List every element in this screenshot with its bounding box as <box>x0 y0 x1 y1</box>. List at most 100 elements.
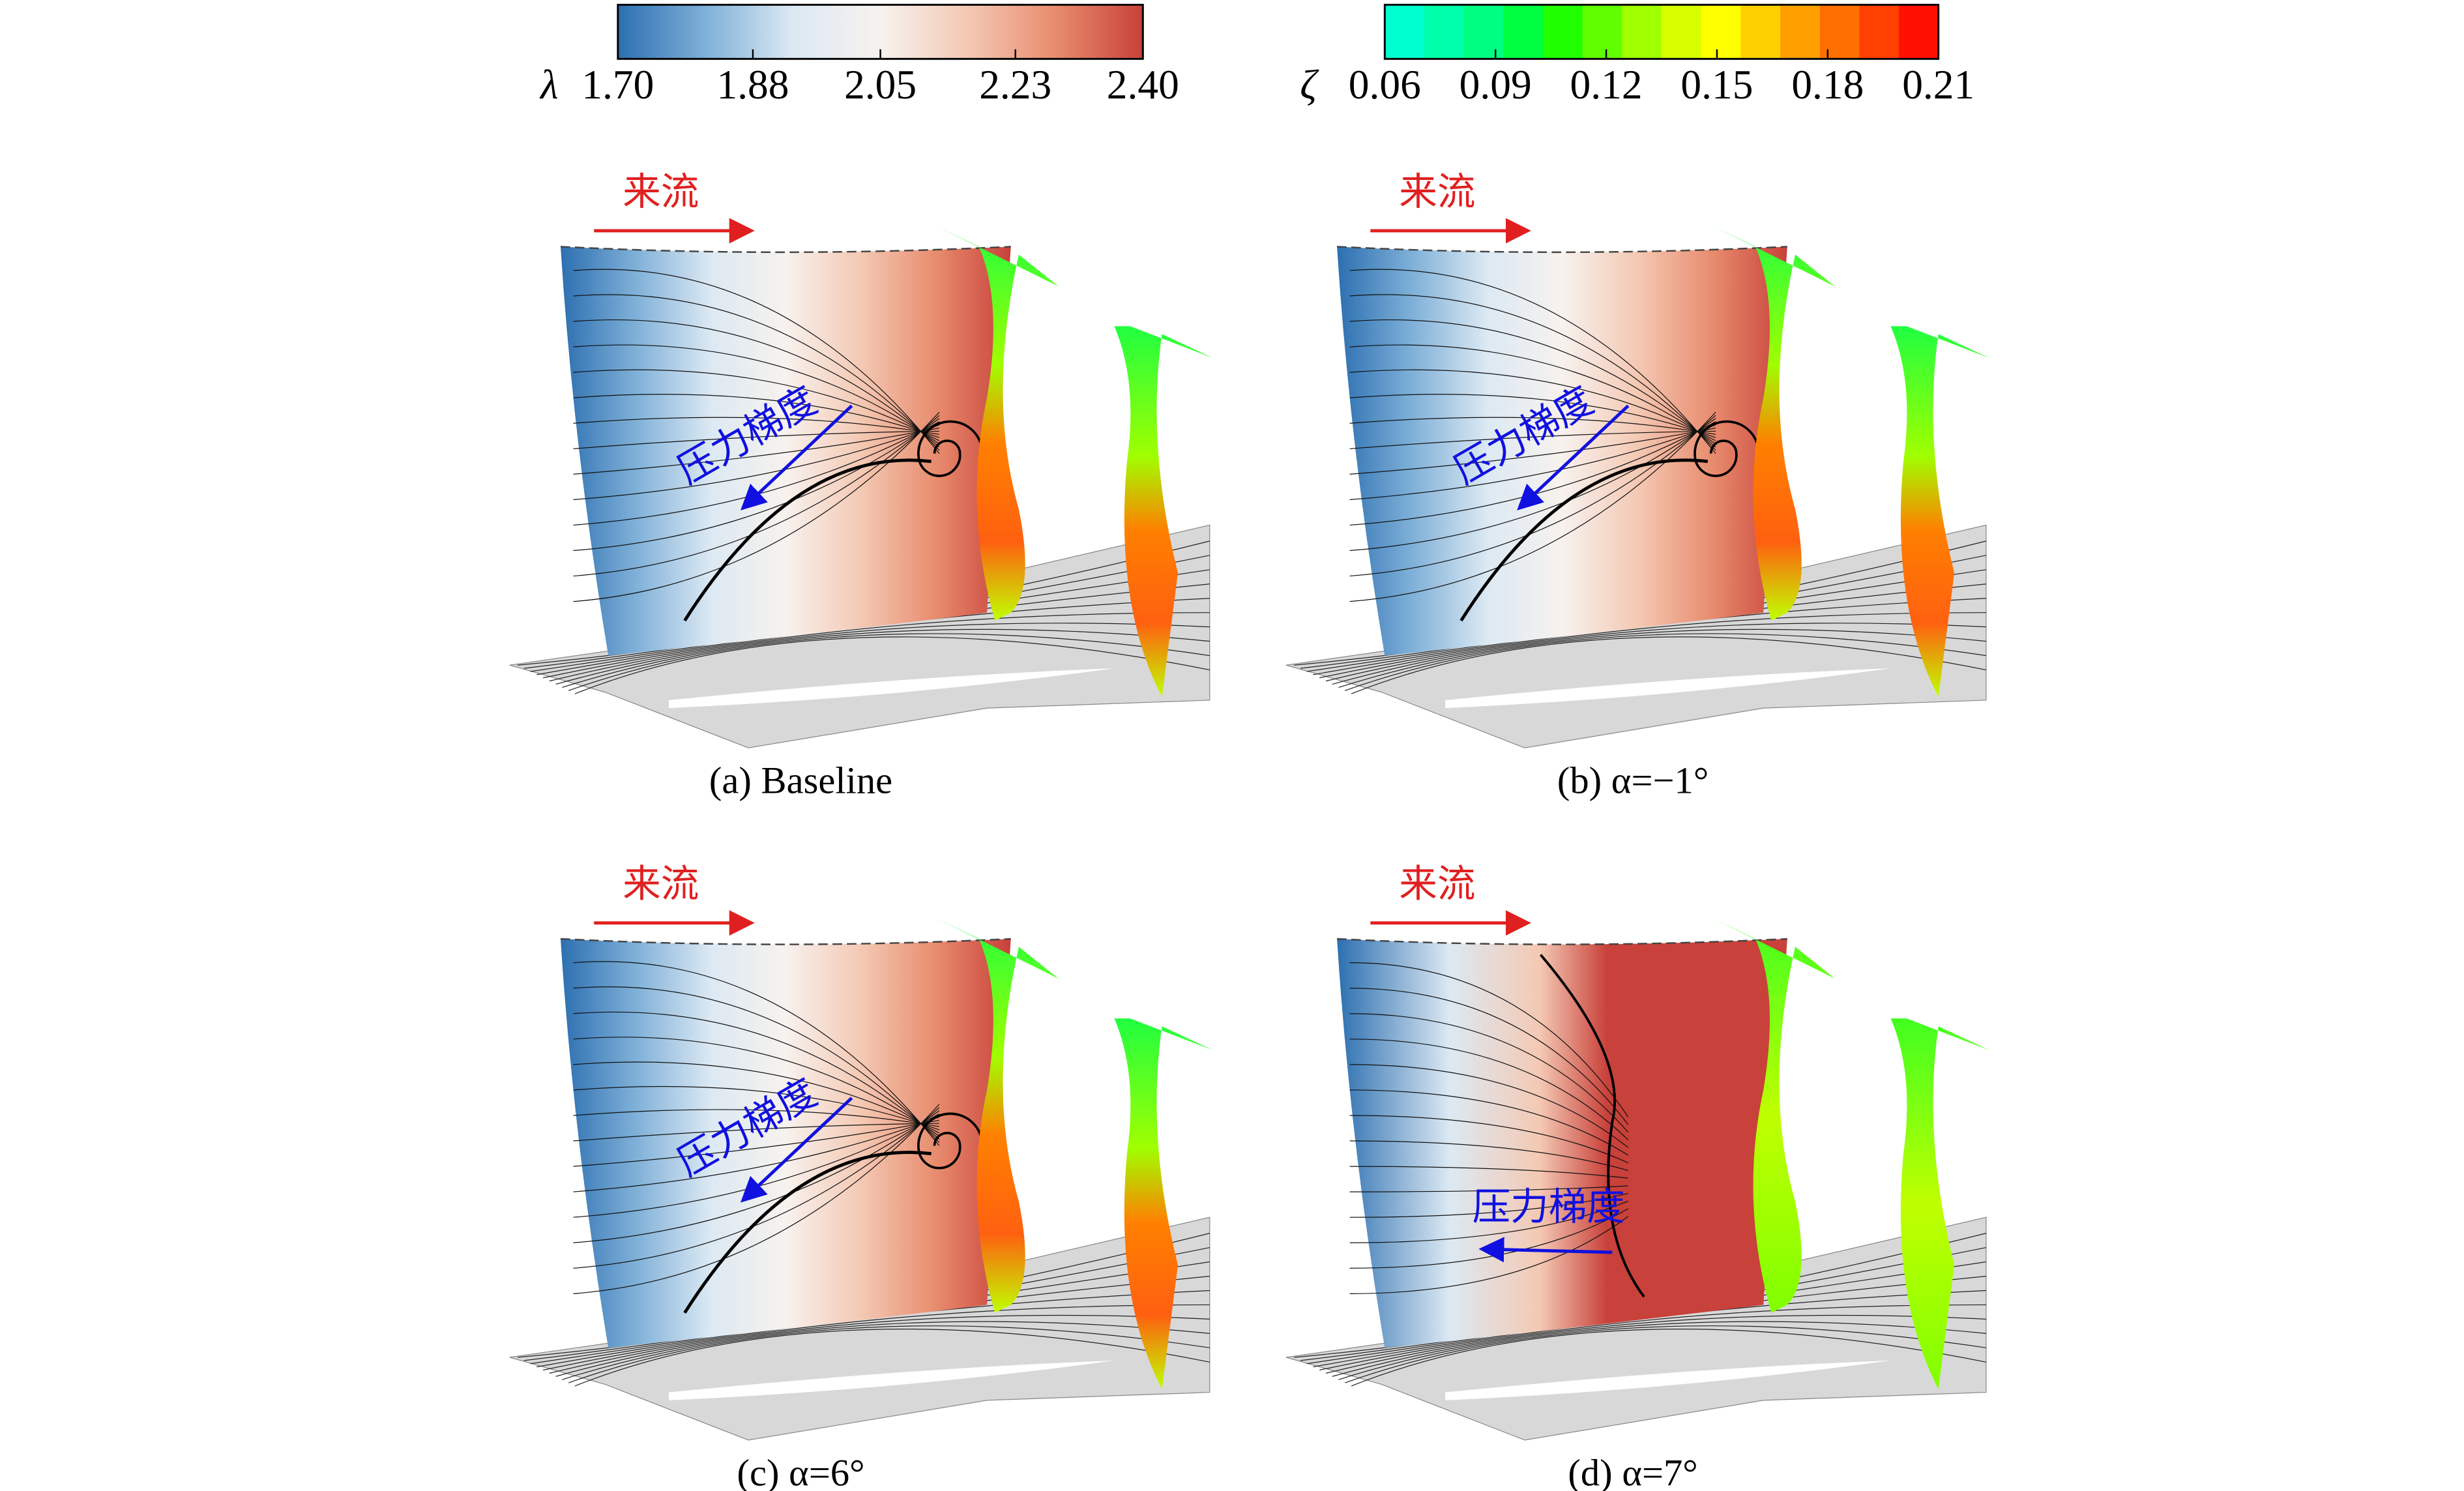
streamline <box>1349 421 1716 526</box>
inflow-label: 来流 <box>623 170 699 214</box>
colorbar-tick-label: 0.21 <box>1902 61 1974 108</box>
vortex-spiral <box>1694 420 1760 477</box>
hub-gap <box>1445 668 1891 709</box>
colorbar-level <box>1780 5 1821 59</box>
streamline <box>573 424 940 501</box>
hub-gap <box>668 668 1115 709</box>
wake-plane <box>1114 326 1213 698</box>
streamline <box>573 344 940 445</box>
colorbar-tick-label: 2.23 <box>979 61 1051 108</box>
colorbar-tick-label: 0.18 <box>1791 61 1864 108</box>
inflow-label: 来流 <box>623 862 699 906</box>
panel-caption: (b) α=−1° <box>1557 760 1709 802</box>
streamline <box>573 418 940 552</box>
streamline <box>1349 344 1716 445</box>
colorbar: ζ 0.06 0.09 0.12 0.15 0.18 0.21 <box>1300 3 1974 108</box>
colorbar-level <box>1701 5 1742 59</box>
inflow-label: 来流 <box>1399 170 1475 214</box>
streamline <box>573 411 940 602</box>
colorbar-level <box>1463 5 1504 59</box>
streamline <box>573 1114 940 1218</box>
streamline <box>1349 1200 1628 1243</box>
streamline <box>573 1061 940 1134</box>
wake-plane <box>1890 1018 1989 1389</box>
wake-plane <box>1712 918 1836 1313</box>
streamline <box>573 430 939 449</box>
colorbar-level <box>1582 5 1623 59</box>
gradient-arrow <box>741 1097 853 1203</box>
wake-plane <box>936 226 1059 621</box>
colorbar-level <box>1542 5 1583 59</box>
hub-streamline <box>574 1329 1210 1387</box>
colorbar-tick-label: 2.05 <box>844 61 917 108</box>
hub-streamline <box>1332 1314 1986 1377</box>
streamline <box>573 369 940 441</box>
colorbar-level <box>1503 5 1544 59</box>
blade-surface <box>560 939 1011 1348</box>
colorbar-frame <box>1383 3 1940 60</box>
hub-streamline <box>568 1325 1210 1383</box>
streamline <box>573 269 940 454</box>
streamline <box>1349 424 1716 501</box>
blade-top-edge <box>1337 246 1787 254</box>
streamline <box>1349 962 1629 1117</box>
vortex-spiral <box>917 1112 984 1170</box>
streamline <box>1349 1185 1628 1192</box>
colorbar-level <box>1662 5 1702 59</box>
wake-plane <box>1712 226 1836 621</box>
streamline <box>1349 1208 1629 1269</box>
colorbar-tick-label: 1.88 <box>716 61 789 108</box>
streamline <box>573 417 940 435</box>
blade-top-edge <box>1337 937 1787 945</box>
colorbar-level <box>1740 5 1781 59</box>
streamline <box>1349 1166 1628 1179</box>
colorbar: λ 1.70 1.88 2.05 2.23 2.40 <box>539 3 1179 108</box>
hub-streamline <box>562 628 1210 688</box>
wake-plane <box>936 918 1059 1313</box>
gradient-arrow <box>741 404 853 510</box>
streamline <box>573 319 940 448</box>
inflow-label: 来流 <box>1399 862 1475 906</box>
panel-caption: (d) α=7° <box>1568 1451 1697 1491</box>
gradient-label: 压力梯度 <box>1473 1185 1625 1229</box>
streamline <box>1349 415 1716 577</box>
streamline <box>1349 1216 1629 1294</box>
streamline <box>1349 1089 1629 1156</box>
hub-streamline <box>562 1321 1210 1380</box>
hub-streamline <box>549 1304 1210 1374</box>
streamline <box>573 1107 940 1269</box>
streamline <box>1349 417 1716 435</box>
streamline <box>573 1011 940 1140</box>
separation-line <box>683 1151 931 1314</box>
streamline <box>573 427 940 475</box>
blade-surface <box>1337 939 1787 1348</box>
colorbar-tick-label: 2.40 <box>1107 61 1179 108</box>
colorbar-level <box>1385 5 1425 59</box>
panel-caption: (a) Baseline <box>709 760 892 802</box>
colorbar-level <box>1622 5 1662 59</box>
separation-line <box>1540 954 1645 1298</box>
streamline <box>573 1109 940 1127</box>
separation-line <box>683 458 931 622</box>
streamline <box>573 1085 940 1130</box>
streamline <box>1349 369 1716 441</box>
streamline <box>1349 1140 1628 1172</box>
streamline <box>573 1037 940 1137</box>
wake-plane <box>1114 1018 1213 1389</box>
streamline <box>573 294 940 451</box>
hub-streamline <box>549 612 1210 682</box>
blade-top-edge <box>560 937 1011 945</box>
streamline <box>1349 1013 1629 1133</box>
hub-streamline <box>1338 628 1986 688</box>
streamline <box>1349 319 1716 448</box>
streamline <box>573 1116 940 1192</box>
hub-streamline <box>1325 1304 1986 1374</box>
hub-gap <box>1445 1360 1891 1400</box>
streamline <box>1349 427 1716 475</box>
wake-plane <box>1890 326 1989 698</box>
